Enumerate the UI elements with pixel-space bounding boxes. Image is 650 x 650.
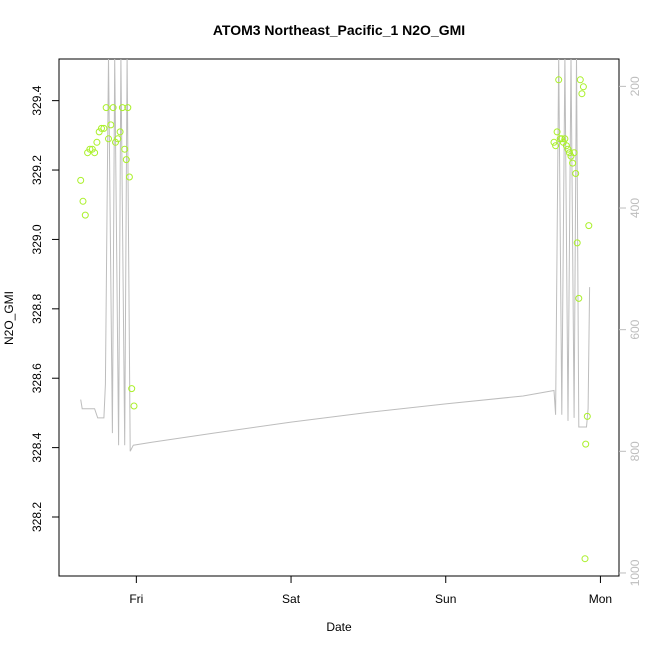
- x-tick-label: Sat: [282, 592, 301, 606]
- data-point: [84, 149, 92, 157]
- data-point: [583, 412, 591, 420]
- x-tick-label: Sun: [435, 592, 456, 606]
- data-point: [555, 76, 563, 84]
- data-point: [553, 128, 561, 136]
- x-axis-label: Date: [326, 620, 352, 634]
- data-point: [573, 239, 581, 247]
- data-point: [122, 156, 130, 164]
- data-point: [558, 135, 566, 143]
- data-point: [575, 294, 583, 302]
- data-point: [572, 170, 580, 177]
- y-axis-label: N2O_GMI: [2, 291, 16, 345]
- data-point: [128, 385, 136, 393]
- data-point: [102, 104, 110, 112]
- data-point: [130, 402, 138, 410]
- y2-tick-label: 1000: [628, 559, 642, 586]
- data-point: [79, 197, 87, 205]
- data-point: [566, 149, 573, 157]
- data-point: [579, 83, 587, 91]
- data-point: [109, 104, 117, 112]
- data-point: [88, 145, 96, 153]
- data-point: [77, 176, 85, 184]
- chart-title: ATOM3 Northeast_Pacific_1 N2O_GMI: [213, 22, 465, 38]
- x-axis: Fri Sat Sun Mon: [129, 576, 612, 606]
- data-point: [91, 149, 99, 157]
- data-point: [124, 104, 132, 112]
- data-point: [114, 135, 122, 143]
- data-point: [569, 159, 577, 167]
- data-point: [118, 104, 126, 112]
- data-point: [116, 128, 124, 136]
- x-tick-label: Mon: [589, 592, 612, 606]
- data-point: [98, 124, 105, 132]
- y-tick-label: 328.4: [30, 432, 44, 462]
- y-tick-label: 329.0: [30, 224, 44, 254]
- data-point: [112, 138, 119, 146]
- data-point: [125, 173, 133, 181]
- y2-axis-pressure: 200 400 600 800 1000: [619, 76, 642, 586]
- data-point: [564, 145, 572, 153]
- data-point: [95, 128, 103, 136]
- series-line-group: [80, 59, 591, 452]
- data-point: [105, 135, 112, 143]
- data-point: [100, 124, 108, 132]
- data-point: [585, 222, 593, 230]
- data-point: [552, 142, 560, 150]
- x-tick-label: Fri: [129, 592, 143, 606]
- y-tick-label: 329.4: [30, 85, 44, 115]
- data-point: [107, 121, 115, 129]
- y2-tick-label: 800: [628, 441, 642, 461]
- data-point: [570, 149, 578, 157]
- data-point: [93, 138, 101, 146]
- data-point: [578, 90, 586, 98]
- data-point: [86, 145, 94, 153]
- y-tick-label: 329.2: [30, 155, 44, 185]
- y-tick-label: 328.6: [30, 363, 44, 393]
- y2-tick-label: 200: [628, 76, 642, 96]
- data-point: [576, 76, 584, 84]
- data-point: [561, 135, 569, 143]
- data-point: [121, 145, 129, 153]
- data-point: [550, 138, 558, 146]
- data-point: [581, 555, 589, 563]
- y2-tick-label: 400: [628, 198, 642, 218]
- plot-frame: [58, 58, 620, 577]
- y-tick-label: 328.8: [30, 293, 44, 323]
- data-point: [582, 440, 590, 448]
- data-point: [81, 211, 89, 219]
- series-line-pressure: [80, 59, 591, 452]
- series-points-group: [77, 76, 593, 563]
- y-tick-label: 328.2: [30, 502, 44, 532]
- y-axis: 328.2 328.4 328.6 328.8 329.0 329.2 329.4: [30, 85, 59, 532]
- data-point: [562, 142, 570, 150]
- y2-tick-label: 600: [628, 319, 642, 339]
